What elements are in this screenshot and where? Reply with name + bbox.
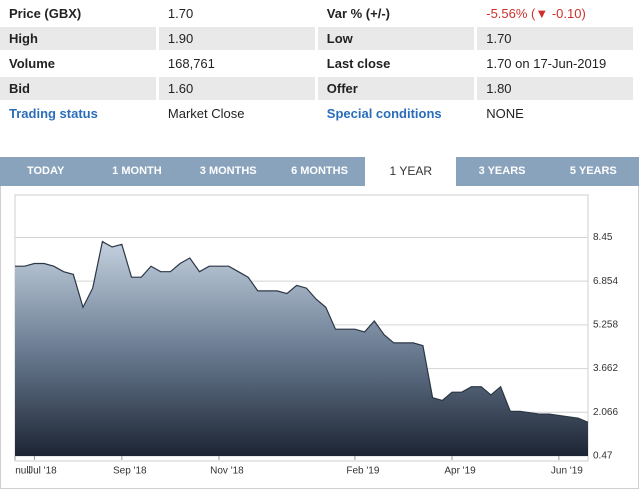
field-value: 1.70 on 17-Jun-2019: [486, 56, 607, 71]
y-tick-label: 2.066: [593, 407, 618, 418]
x-tick-label: Apr '19: [444, 466, 476, 477]
quote-row: High 1.90 Low 1.70: [0, 27, 633, 50]
x-tick-label: Jul '18: [28, 466, 57, 477]
period-tab[interactable]: 1 MONTH: [112, 165, 162, 177]
field-label: Last close: [326, 56, 391, 71]
field-value: 1.70: [167, 6, 194, 21]
area-fill: [15, 241, 588, 456]
field-label: Var % (+/-): [326, 6, 390, 21]
x-tick-label: Sep '18: [113, 466, 147, 477]
quote-row: Bid 1.60 Offer 1.80: [0, 77, 633, 100]
quote-row: Trading status Market Close Special condit…: [0, 102, 633, 125]
field-value: 1.80: [477, 77, 633, 100]
x-tick-label: Feb '19: [346, 466, 379, 477]
period-tab[interactable]: 3 YEARS: [478, 165, 526, 177]
field-label[interactable]: Special conditions: [326, 106, 442, 121]
period-tabs: TODAY 1 MONTH 3 MONTHS 6 MONTHS 1 YEAR 3 YEAR…: [0, 157, 639, 186]
field-label: Low: [317, 27, 475, 50]
field-value: Market Close: [167, 106, 245, 121]
field-value: NONE: [486, 106, 524, 121]
field-label: Volume: [9, 56, 55, 71]
period-tab[interactable]: 5 YEARS: [569, 165, 617, 177]
x-tick-label: Nov '18: [210, 466, 244, 477]
x-tick-label: Jun '19: [551, 466, 583, 477]
quote-table: Price (GBX) 1.70 Var % (+/-) -5.56% (▼ -0.1…: [0, 0, 636, 127]
field-label: High: [0, 27, 156, 50]
field-value: 1.60: [158, 77, 315, 100]
quote-row: Price (GBX) 1.70 Var % (+/-) -5.56% (▼ -0.1…: [0, 2, 633, 25]
y-tick-label: 0.47: [593, 451, 613, 462]
field-value: -5.56% (▼ -0.10): [486, 6, 586, 21]
field-value: 1.90: [158, 27, 315, 50]
period-tab[interactable]: 3 MONTHS: [199, 165, 257, 177]
quote-row: Volume 168,761 Last close 1.70 on 17-Jun-20…: [0, 52, 633, 75]
period-tab[interactable]: 1 YEAR: [365, 157, 457, 186]
y-tick-label: 3.662: [593, 363, 618, 374]
y-tick-label: 6.854: [593, 276, 618, 287]
x-tick-label: null: [15, 466, 31, 477]
y-tick-label: 8.45: [593, 232, 613, 243]
y-tick-label: 5.258: [593, 320, 618, 331]
field-value: 168,761: [167, 56, 215, 71]
period-tab[interactable]: 6 MONTHS: [291, 165, 348, 177]
period-tab[interactable]: TODAY: [26, 165, 65, 177]
field-label[interactable]: Trading status: [9, 106, 98, 121]
field-label: Price (GBX): [9, 6, 82, 21]
field-label: Offer: [317, 77, 475, 100]
field-label: Bid: [0, 77, 156, 100]
field-value: 1.70: [477, 27, 633, 50]
price-line: [15, 240, 589, 423]
